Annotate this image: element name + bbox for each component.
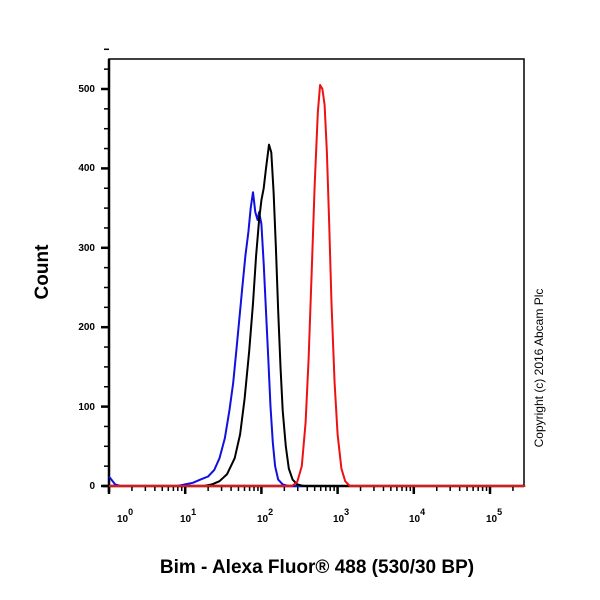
y-axis-ticks — [101, 48, 109, 488]
x-tick-labels: 100 101 102 103 104 105 — [117, 507, 502, 525]
y-tick-labels: 0 100 200 300 400 500 — [78, 84, 95, 492]
x-axis-title: Bim - Alexa Fluor® 488 (530/30 BP) — [160, 557, 474, 578]
histogram-curves — [108, 84, 526, 487]
y-tick-label-0: 0 — [89, 481, 95, 492]
x-tick-label-1e0: 100 — [117, 507, 133, 525]
y-tick-label-500: 500 — [78, 84, 95, 95]
x-tick-label-1e5: 105 — [486, 507, 502, 525]
curve-black — [109, 143, 526, 487]
x-tick-label-1e3: 103 — [333, 507, 349, 525]
x-tick-label-1e1: 101 — [180, 507, 196, 525]
y-tick-label-300: 300 — [78, 243, 95, 254]
x-tick-label-1e2: 102 — [257, 507, 273, 525]
y-axis-title: Count — [32, 244, 53, 300]
x-tick-label-1e4: 104 — [409, 507, 425, 525]
curve-blue — [108, 191, 526, 487]
y-tick-label-100: 100 — [78, 402, 95, 413]
y-tick-label-200: 200 — [78, 322, 95, 333]
curve-red — [109, 84, 526, 487]
copyright-annotation: Copyright (c) 2016 Abcam Plc — [532, 289, 546, 448]
y-tick-label-400: 400 — [78, 163, 95, 174]
